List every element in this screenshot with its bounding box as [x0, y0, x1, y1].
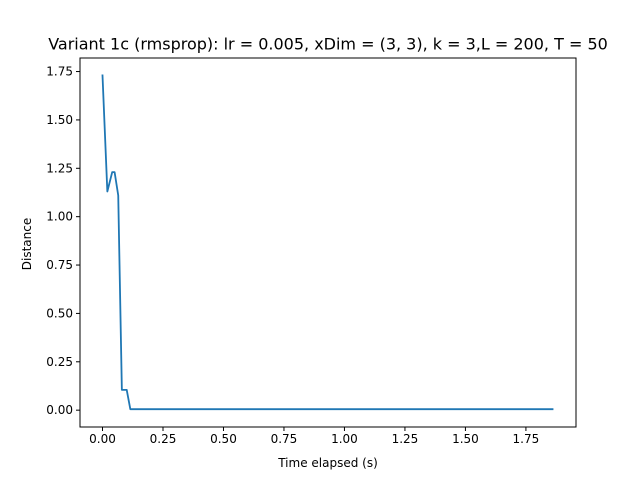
y-tick-label: 0.75 [46, 258, 73, 272]
axes-frame [79, 57, 577, 428]
x-tick-label: 0.75 [271, 432, 298, 446]
plot-area [101, 74, 554, 411]
y-tick-label: 1.50 [46, 113, 73, 127]
x-axis-label: Time elapsed (s) [277, 456, 378, 470]
y-axis-label: Distance [20, 218, 34, 270]
x-tick-label: 1.25 [392, 432, 419, 446]
y-tick-label: 0.25 [46, 355, 73, 369]
y-tick-label: 1.25 [46, 161, 73, 175]
axes: 0.00 0.25 0.50 0.75 1.00 1.25 1.50 1.75 0.00 0.25… [46, 57, 577, 446]
y-tick-label: 0.50 [46, 306, 73, 320]
y-tick-label: 1.00 [46, 210, 73, 224]
y-tick-label: 0.00 [46, 403, 73, 417]
y-tick-label: 1.75 [46, 65, 73, 79]
x-tick-label: 1.50 [452, 432, 479, 446]
chart-title: Variant 1c (rmsprop): lr = 0.005, xDim =… [48, 35, 608, 54]
x-tick-label: 0.00 [89, 432, 116, 446]
x-tick-label: 0.50 [210, 432, 237, 446]
series-line-1 [101, 74, 554, 411]
x-tick-label: 1.75 [513, 432, 540, 446]
x-tick-label: 1.00 [331, 432, 358, 446]
x-tick-label: 0.25 [150, 432, 177, 446]
